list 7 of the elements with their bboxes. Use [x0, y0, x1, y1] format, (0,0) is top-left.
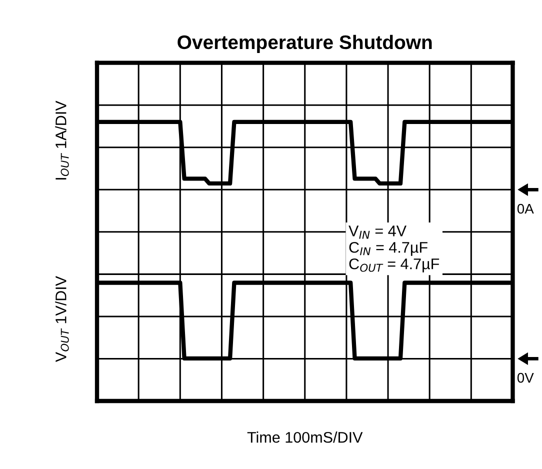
x-axis-title: Time 100mS/DIV — [247, 432, 363, 443]
y-axis-title: I$_{OUT}$ 1A/DIV — [55, 100, 69, 180]
text: 0A — [517, 204, 534, 214]
chart-title: Overtemperature Shutdown — [178, 34, 432, 53]
text: 0V — [517, 372, 534, 383]
y2-axis-title: V$_{OUT}$ 1V/DIV — [55, 276, 69, 362]
text: V$_{IN}$ = 4V C$_{IN}$ = 4.7µF C$_{OUT}$ = 4.7µF — [348, 226, 440, 272]
